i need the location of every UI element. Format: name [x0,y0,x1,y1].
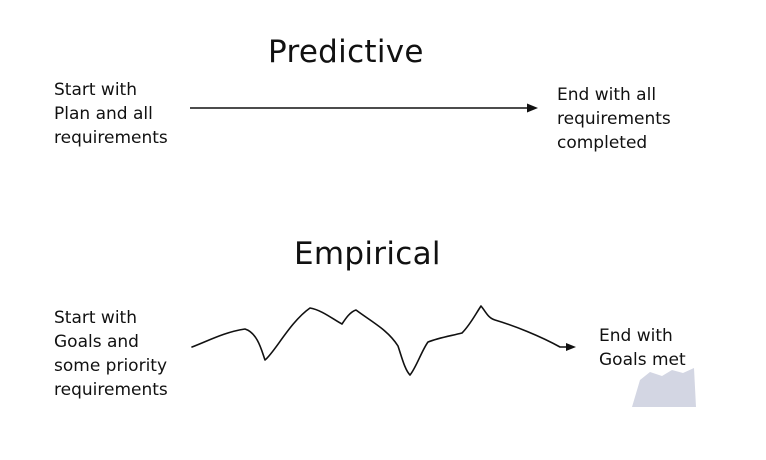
empirical-start-line-3: some priority [54,356,168,376]
predictive-start-line-2: Plan and all [54,104,153,124]
empirical-start-line-2: Goals and [54,332,139,352]
smudge-blob [632,368,696,407]
empirical-start-label: Start with Goals and some priority requi… [54,306,168,402]
empirical-start-line-4: requirements [54,380,168,400]
empirical-start-line-1: Start with [54,308,137,328]
predictive-start-line-1: Start with [54,80,137,100]
predictive-end-line-2: requirements [557,109,671,129]
empirical-end-label: End with Goals met [599,324,686,372]
predictive-end-line-3: completed [557,133,648,153]
predictive-end-label: End with all requirements completed [557,83,671,155]
predictive-start-label: Start with Plan and all requirements [54,78,168,150]
predictive-end-line-1: End with all [557,85,657,105]
predictive-heading: Predictive [268,34,424,70]
empirical-arrowhead [566,343,576,351]
predictive-start-line-3: requirements [54,128,168,148]
empirical-end-line-2: Goals met [599,350,686,370]
empirical-end-line-1: End with [599,326,673,346]
predictive-arrowhead [527,103,538,113]
empirical-heading: Empirical [294,236,441,272]
empirical-arrow-line [191,305,569,376]
